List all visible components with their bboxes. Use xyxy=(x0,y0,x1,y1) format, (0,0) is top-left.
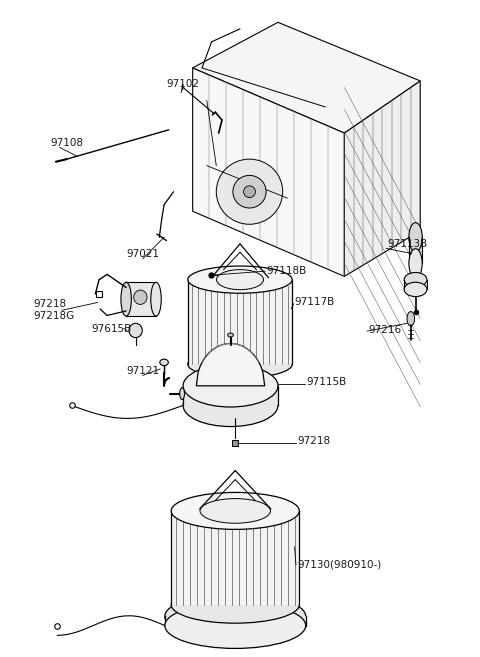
Ellipse shape xyxy=(188,266,292,293)
Text: 97130(980910-): 97130(980910-) xyxy=(297,560,381,570)
Ellipse shape xyxy=(404,273,427,287)
Polygon shape xyxy=(344,81,420,277)
Polygon shape xyxy=(212,244,268,278)
Text: 97021: 97021 xyxy=(126,248,159,259)
Ellipse shape xyxy=(171,493,300,530)
Ellipse shape xyxy=(183,365,278,407)
Text: 97216: 97216 xyxy=(368,325,401,335)
Text: 97615B: 97615B xyxy=(92,323,132,334)
Polygon shape xyxy=(188,280,292,365)
Polygon shape xyxy=(183,386,278,405)
Polygon shape xyxy=(409,237,422,263)
Ellipse shape xyxy=(200,499,271,523)
Text: 97102: 97102 xyxy=(167,79,200,89)
Polygon shape xyxy=(404,280,427,290)
Text: 97118B: 97118B xyxy=(266,266,306,276)
Polygon shape xyxy=(126,283,156,316)
Ellipse shape xyxy=(216,159,283,224)
Ellipse shape xyxy=(165,602,306,648)
Ellipse shape xyxy=(171,586,300,623)
Text: 97117B: 97117B xyxy=(295,298,335,307)
Polygon shape xyxy=(192,22,420,133)
Ellipse shape xyxy=(228,333,233,337)
Polygon shape xyxy=(192,68,344,277)
Ellipse shape xyxy=(409,249,422,278)
Ellipse shape xyxy=(180,388,184,399)
Ellipse shape xyxy=(216,269,264,290)
Ellipse shape xyxy=(407,311,415,326)
Ellipse shape xyxy=(233,175,266,208)
Text: 97218: 97218 xyxy=(297,436,330,445)
Ellipse shape xyxy=(183,384,278,426)
Text: 97108: 97108 xyxy=(50,138,83,148)
Ellipse shape xyxy=(409,223,422,252)
Text: 97115B: 97115B xyxy=(306,377,347,387)
Ellipse shape xyxy=(160,359,168,366)
Polygon shape xyxy=(165,616,306,625)
Ellipse shape xyxy=(121,283,132,316)
Text: 97113B: 97113B xyxy=(387,238,427,249)
Ellipse shape xyxy=(243,186,255,198)
Ellipse shape xyxy=(404,283,427,296)
Text: 97121: 97121 xyxy=(126,366,159,376)
Ellipse shape xyxy=(129,323,142,338)
Polygon shape xyxy=(171,511,300,604)
Ellipse shape xyxy=(165,593,306,639)
Ellipse shape xyxy=(151,283,161,316)
Ellipse shape xyxy=(134,290,147,304)
Polygon shape xyxy=(196,344,264,386)
Ellipse shape xyxy=(188,351,292,378)
Text: 97218
97218G: 97218 97218G xyxy=(34,300,75,321)
